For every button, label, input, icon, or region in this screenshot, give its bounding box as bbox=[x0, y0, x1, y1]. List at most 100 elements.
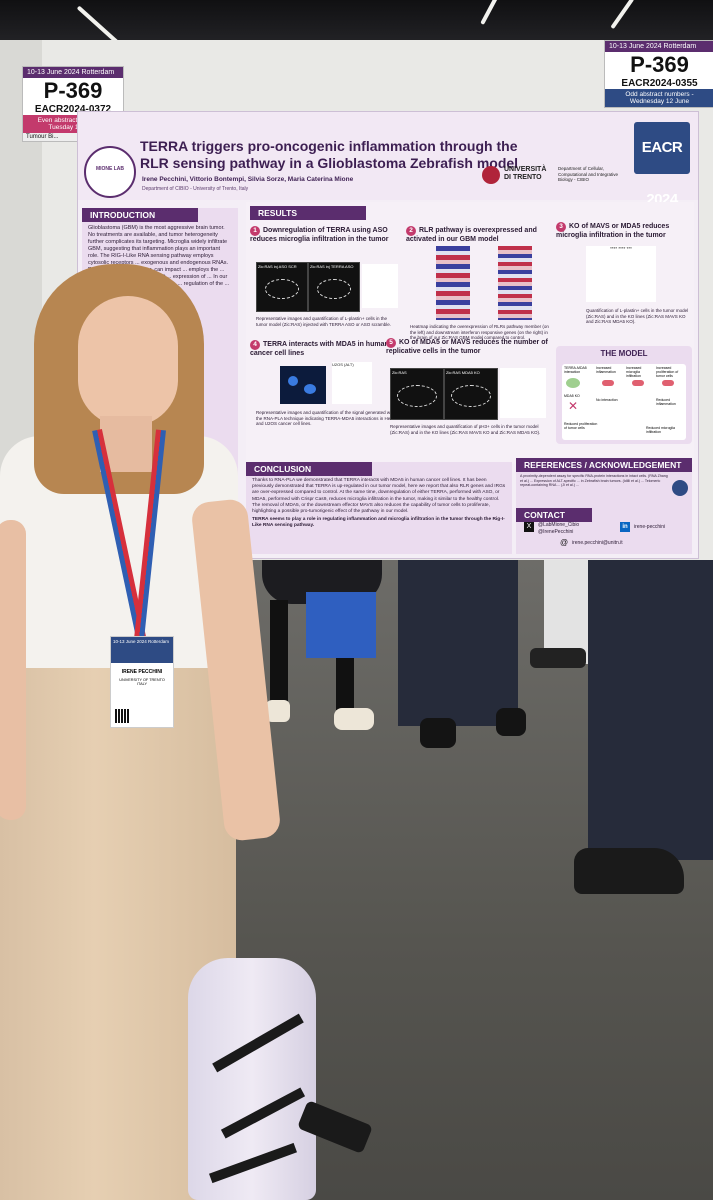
scatter-plot-image bbox=[500, 368, 546, 418]
badge-header: 10-13 June 2024 Rotterdam bbox=[605, 41, 713, 52]
references-panel: REFERENCES / ACKNOWLEDGEMENT A proximity… bbox=[516, 458, 692, 554]
contact-handle: @IrenePecchini bbox=[538, 529, 574, 535]
model-label: Reduced inflammation bbox=[656, 398, 676, 406]
image-label: Zic:RAS inj TERRA ASO bbox=[310, 264, 354, 269]
person-arm-left bbox=[0, 520, 26, 820]
result-panel-1: 1 Downregulation of TERRA using ASO reduc… bbox=[250, 226, 400, 327]
panel-caption: Heatmap indicating the overexpression of… bbox=[410, 324, 549, 340]
panel-number: 3 bbox=[556, 222, 566, 232]
panel-number: 1 bbox=[250, 226, 260, 236]
badge-note: Odd abstract numbers - Wednesday 12 June bbox=[605, 89, 713, 107]
cell-icon bbox=[602, 380, 614, 386]
results-heading: RESULTS bbox=[250, 206, 366, 220]
image-label: Zic:RAS MDA5 KO bbox=[446, 370, 480, 375]
poster-title: TERRA triggers pro-oncogenic inflammatio… bbox=[140, 138, 519, 171]
person-shoe bbox=[334, 708, 374, 730]
stool bbox=[306, 592, 376, 658]
contact-handle: @LabMione_Cibio bbox=[538, 522, 580, 528]
model-label: Reduced proliferation of tumor cells bbox=[564, 422, 598, 430]
x-social-icon: X bbox=[524, 522, 534, 532]
model-heading: THE MODEL bbox=[600, 349, 648, 358]
panel-number: 4 bbox=[250, 340, 260, 350]
poster-number-badge-right: 10-13 June 2024 Rotterdam P-369 EACR2024… bbox=[604, 40, 713, 108]
heatmap-image bbox=[436, 246, 470, 320]
email-at-icon: @ bbox=[560, 538, 569, 547]
university-logo: UNIVERSITÀ DI TRENTO Department of Cellu… bbox=[482, 164, 622, 188]
panel-title: TERRA interacts with MDA5 in human cance… bbox=[250, 341, 389, 357]
model-label: No interaction bbox=[596, 398, 618, 402]
badge-sub: Tumour Bi... bbox=[23, 133, 123, 141]
microscopy-image: Zic:RAS inj ASO SCR bbox=[256, 262, 308, 312]
backpack-strap bbox=[220, 1087, 306, 1139]
contact-email: irene.pecchini@unitn.it bbox=[572, 540, 623, 546]
name-badge-country: ITALY bbox=[137, 682, 147, 686]
conclusion-highlight: TERRA seems to play a role in regulating… bbox=[252, 517, 505, 529]
university-seal-icon bbox=[482, 166, 500, 184]
qr-code-icon bbox=[115, 709, 129, 723]
linkedin-icon: in bbox=[620, 522, 630, 532]
contact-heading: CONTACT bbox=[516, 508, 592, 522]
conclusion-heading: CONCLUSION bbox=[246, 462, 372, 476]
microscopy-image bbox=[280, 366, 326, 404]
person-leg bbox=[270, 600, 288, 704]
image-label: U2OS (ALT) bbox=[332, 362, 354, 367]
model-label: Increased proliferation of tumor cells bbox=[656, 366, 679, 378]
name-badge-name: IRENE PECCHINI bbox=[121, 669, 163, 675]
scatter-plot-image: U2OS (ALT) bbox=[332, 362, 372, 404]
scatter-plot-image bbox=[362, 264, 398, 308]
result-panel-4: 4 TERRA interacts with MDA5 in human canc… bbox=[250, 340, 400, 426]
ceiling-light bbox=[480, 0, 498, 25]
panel-title: KO of MDA5 or MAVS reduces the number of… bbox=[386, 339, 548, 355]
lab-logo: MIONE LAB bbox=[84, 146, 136, 198]
funding-logo-icon bbox=[672, 480, 688, 496]
panel-caption: Representative images and quantification… bbox=[390, 424, 541, 435]
model-panel: THE MODEL TERRA-MDA5 interaction Increas… bbox=[556, 346, 692, 444]
model-label: TERRA-MDA5 interaction bbox=[564, 366, 587, 374]
name-badge: 10-13 June 2024 Rotterdam IRENE PECCHINI… bbox=[110, 636, 174, 728]
panel-number: 5 bbox=[386, 338, 396, 348]
contact-handle: irene-pecchini bbox=[634, 524, 666, 530]
panel-number: 2 bbox=[406, 226, 416, 236]
lab-logo-text: MIONE LAB bbox=[95, 166, 125, 172]
person-face bbox=[78, 296, 178, 426]
references-heading: REFERENCES / ACKNOWLEDGEMENT bbox=[516, 458, 692, 472]
poster-number: P-369 bbox=[43, 78, 103, 103]
cell-icon bbox=[662, 380, 674, 386]
person-shoe bbox=[496, 708, 526, 736]
eacr-logo: EACR 2024 bbox=[634, 122, 690, 208]
person-legs-white bbox=[544, 560, 588, 664]
cell-icon bbox=[566, 378, 580, 388]
panel-caption: Representative images and quantification… bbox=[256, 316, 391, 327]
panel-caption: Quantification of L-plastin+ cells in th… bbox=[586, 308, 689, 324]
microscopy-image: Zic:RAS inj TERRA ASO bbox=[308, 262, 360, 312]
ceiling-light bbox=[610, 0, 635, 30]
poster-number: P-369 bbox=[630, 52, 689, 77]
university-name: UNIVERSITÀ DI TRENTO bbox=[504, 166, 547, 181]
image-label: Zic:RAS bbox=[392, 370, 407, 375]
poster-authors: Irene Pecchini, Vittorio Bontempi, Silvi… bbox=[142, 176, 354, 183]
name-badge-header: 10-13 June 2024 Rotterdam bbox=[111, 637, 173, 663]
model-label: Increased inflammation bbox=[596, 366, 616, 374]
introduction-heading: INTRODUCTION bbox=[82, 208, 198, 222]
results-section: RESULTS 1 Downregulation of TERRA using A… bbox=[246, 202, 694, 464]
person-shoe bbox=[574, 848, 684, 894]
backpack bbox=[188, 958, 316, 1200]
result-panel-3: 3 KO of MAVS or MDA5 reduces microglia in… bbox=[556, 222, 692, 324]
person-legs bbox=[398, 560, 518, 726]
significance-stars: **** **** *** bbox=[610, 246, 632, 251]
model-label: Reduced microglia infiltration bbox=[646, 426, 675, 434]
person-legs bbox=[588, 560, 713, 860]
model-label: MDA5 KO bbox=[564, 394, 580, 398]
conclusion-text: Thanks to RNA-PLA we demonstrated that T… bbox=[252, 478, 506, 515]
knockout-cross-icon: ✕ bbox=[568, 399, 579, 413]
university-dept: Department of Cellular, Computational an… bbox=[558, 166, 619, 182]
conclusion-panel: CONCLUSION Thanks to RNA-PLA we demonstr… bbox=[246, 462, 512, 554]
name-badge-affiliation: UNIVERSITY OF TRENTO bbox=[119, 678, 165, 682]
poster-department: Department of CIBIO - University of Tren… bbox=[142, 186, 249, 192]
microscopy-image: Zic:RAS bbox=[390, 368, 444, 420]
references-text: A proximity-dependent assay for specific… bbox=[520, 474, 668, 488]
scatter-plot-image: **** **** *** bbox=[586, 246, 656, 302]
image-label: Zic:RAS inj ASO SCR bbox=[258, 264, 297, 269]
backpack-strap bbox=[209, 1142, 297, 1184]
cell-icon bbox=[632, 380, 644, 386]
